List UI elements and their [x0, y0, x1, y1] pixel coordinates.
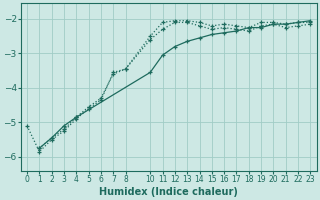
X-axis label: Humidex (Indice chaleur): Humidex (Indice chaleur) [99, 187, 238, 197]
